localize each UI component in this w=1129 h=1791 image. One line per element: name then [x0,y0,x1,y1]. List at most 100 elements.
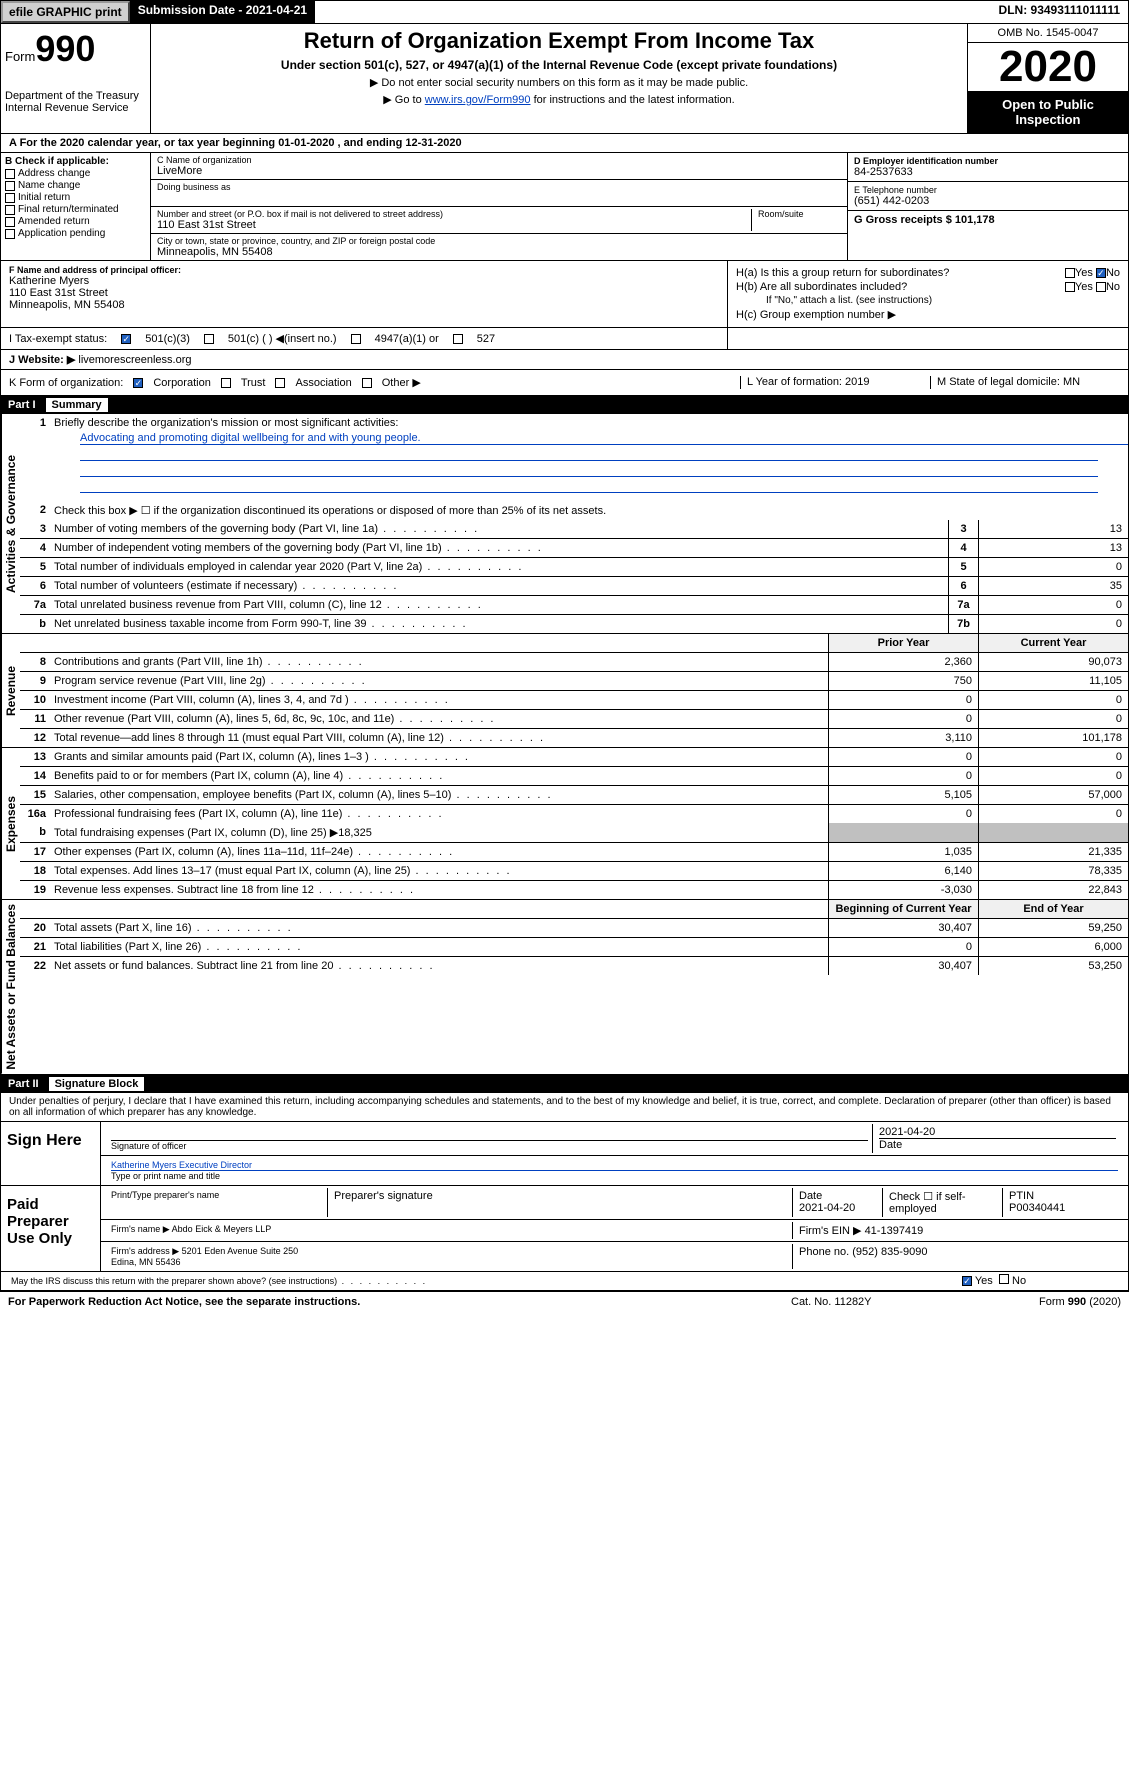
city-state-zip: Minneapolis, MN 55408 [157,246,841,258]
prior-value: 30,407 [828,919,978,937]
block-fh: F Name and address of principal officer:… [0,261,1129,328]
signature-block: Under penalties of perjury, I declare th… [0,1093,1129,1291]
current-value: 0 [978,805,1128,823]
chk-discuss-yes[interactable] [962,1276,972,1286]
chk-initial-return[interactable] [5,193,15,203]
line-text: Contributions and grants (Part VIII, lin… [50,653,828,671]
ag-row-value: 13 [978,520,1128,538]
date-label: Date [879,1138,1116,1151]
hdr-beginning: Beginning of Current Year [828,900,978,918]
chk-assoc[interactable] [275,378,285,388]
hdr-end: End of Year [978,900,1128,918]
state-domicile: M State of legal domicile: MN [930,376,1120,389]
chk-trust[interactable] [221,378,231,388]
chk-hb-yes[interactable] [1065,282,1075,292]
ag-row-value: 35 [978,577,1128,595]
prep-sig-label: Preparer's signature [327,1188,792,1217]
q1-mission-label: Briefly describe the organization's miss… [50,414,1128,432]
ag-row-value: 0 [978,558,1128,576]
ag-row-value: 13 [978,539,1128,557]
efile-print-button[interactable]: efile GRAPHIC print [1,1,130,23]
hdr-current-year: Current Year [978,634,1128,652]
ptin-value: P00340441 [1009,1202,1065,1214]
prior-value: 6,140 [828,862,978,880]
part2-header: Part II Signature Block [0,1075,1129,1093]
line-text: Benefits paid to or for members (Part IX… [50,767,828,785]
chk-501c[interactable] [204,334,214,344]
ag-row-text: Total number of volunteers (estimate if … [50,577,948,595]
current-value: 101,178 [978,729,1128,747]
chk-527[interactable] [453,334,463,344]
year-formation: L Year of formation: 2019 [740,376,930,389]
dept-treasury: Department of the Treasury Internal Reve… [5,90,146,114]
tax-year: 2020 [968,43,1128,91]
block-bcdeg: B Check if applicable: Address change Na… [0,153,1129,261]
pra-notice: For Paperwork Reduction Act Notice, see … [8,1296,791,1308]
current-value: 78,335 [978,862,1128,880]
main-title: Return of Organization Exempt From Incom… [159,28,959,54]
irs-link[interactable]: www.irs.gov/Form990 [425,94,531,106]
ag-row-text: Number of independent voting members of … [50,539,948,557]
chk-address-change[interactable] [5,169,15,179]
ein-value: 84-2537633 [854,166,1122,178]
typed-label: Type or print name and title [111,1171,1118,1181]
row-16b: Total fundraising expenses (Part IX, col… [50,823,828,842]
officer-block: F Name and address of principal officer:… [1,261,728,327]
prior-value: 0 [828,938,978,956]
current-value: 0 [978,710,1128,728]
current-value: 90,073 [978,653,1128,671]
vlabel-net-assets: Net Assets or Fund Balances [1,900,20,1074]
chk-501c3[interactable] [121,334,131,344]
instr-line-2: ▶ Go to www.irs.gov/Form990 for instruct… [159,93,959,106]
dln: DLN: 93493111011111 [991,1,1128,23]
hb-note: If "No," attach a list. (see instruction… [736,295,1120,306]
line-text: Other revenue (Part VIII, column (A), li… [50,710,828,728]
prior-value: 750 [828,672,978,690]
typed-name: Katherine Myers Executive Director [111,1160,1118,1171]
open-to-public: Open to Public Inspection [968,91,1128,133]
line-text: Investment income (Part VIII, column (A)… [50,691,828,709]
omb-year-cell: OMB No. 1545-0047 2020 Open to Public In… [968,24,1128,133]
q2-discontinued: Check this box ▶ ☐ if the organization d… [50,501,1128,520]
ag-row-text: Net unrelated business taxable income fr… [50,615,948,633]
chk-corp[interactable] [133,378,143,388]
line-text: Grants and similar amounts paid (Part IX… [50,748,828,766]
ag-row-text: Total unrelated business revenue from Pa… [50,596,948,614]
col-b-label: B Check if applicable: [5,156,146,167]
firm-phone: (952) 835-9090 [852,1246,927,1258]
sig-officer-label: Signature of officer [111,1140,868,1151]
prep-name-label: Print/Type preparer's name [107,1188,327,1217]
tel-value: (651) 442-0203 [854,195,1122,207]
chk-other[interactable] [362,378,372,388]
line-text: Professional fundraising fees (Part IX, … [50,805,828,823]
part1-body: Activities & Governance 1 Briefly descri… [0,414,1129,1075]
chk-amended[interactable] [5,217,15,227]
prior-value: -3,030 [828,881,978,899]
current-value: 57,000 [978,786,1128,804]
chk-ha-yes[interactable] [1065,268,1075,278]
chk-name-change[interactable] [5,181,15,191]
ag-row-value: 0 [978,596,1128,614]
chk-discuss-no[interactable] [999,1274,1009,1284]
current-value: 11,105 [978,672,1128,690]
vlabel-activities-governance: Activities & Governance [1,414,20,633]
chk-ha-no[interactable] [1096,268,1106,278]
mission-text: Advocating and promoting digital wellbei… [80,432,1128,445]
chk-final-return[interactable] [5,205,15,215]
subtitle: Under section 501(c), 527, or 4947(a)(1)… [159,58,959,72]
instr-line-1: ▶ Do not enter social security numbers o… [159,76,959,89]
chk-hb-no[interactable] [1096,282,1106,292]
hc-line: H(c) Group exemption number ▶ [736,308,1120,321]
line-text: Net assets or fund balances. Subtract li… [50,957,828,975]
line-text: Other expenses (Part IX, column (A), lin… [50,843,828,861]
line-text: Total liabilities (Part X, line 26) [50,938,828,956]
ag-row-value: 0 [978,615,1128,633]
tel-label: E Telephone number [854,185,1122,195]
sig-date-value: 2021-04-20 [879,1126,1116,1138]
vlabel-expenses: Expenses [1,748,20,899]
current-value: 53,250 [978,957,1128,975]
chk-app-pending[interactable] [5,229,15,239]
chk-4947[interactable] [351,334,361,344]
line-text: Program service revenue (Part VIII, line… [50,672,828,690]
current-value: 0 [978,748,1128,766]
